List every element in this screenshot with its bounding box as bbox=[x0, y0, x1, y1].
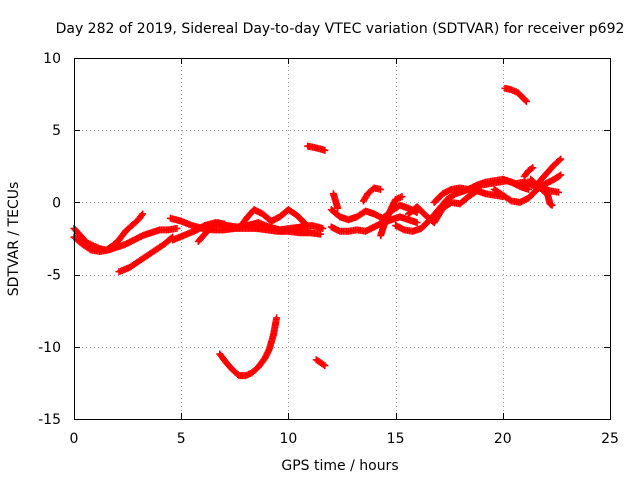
data-point bbox=[173, 224, 181, 232]
data-point bbox=[529, 164, 537, 172]
y-tick-label: 5 bbox=[52, 123, 61, 139]
data-point bbox=[138, 211, 146, 219]
data-point bbox=[319, 224, 327, 232]
data-point bbox=[506, 196, 514, 204]
y-tick-label: -15 bbox=[38, 412, 61, 428]
data-markers bbox=[70, 84, 565, 380]
data-point bbox=[555, 188, 563, 196]
data-point bbox=[334, 204, 342, 212]
data-point bbox=[227, 224, 235, 232]
data-series-arc-9 bbox=[304, 142, 329, 154]
data-series-arc-10 bbox=[312, 356, 329, 370]
x-axis-label: GPS time / hours bbox=[281, 458, 398, 474]
data-point bbox=[317, 230, 325, 238]
data-point bbox=[319, 361, 327, 369]
axis-ticks: 0 5 10 15 20 25 -15 -10 -5 0 5 10 bbox=[38, 51, 619, 447]
data-point bbox=[86, 245, 94, 253]
data-point bbox=[521, 96, 529, 104]
data-point bbox=[555, 156, 563, 164]
x-tick-label: 20 bbox=[494, 431, 512, 447]
chart-title: Day 282 of 2019, Sidereal Day-to-day VTE… bbox=[56, 21, 625, 37]
data-series-arc-3 bbox=[115, 233, 177, 276]
data-series-arc-23 bbox=[527, 175, 556, 209]
data-point bbox=[525, 185, 533, 193]
data-point bbox=[413, 219, 421, 227]
data-series-arc-21 bbox=[520, 164, 537, 180]
x-tick-label: 10 bbox=[279, 431, 297, 447]
data-point bbox=[557, 155, 565, 163]
data-series-arc-18 bbox=[430, 175, 533, 206]
data-point bbox=[139, 210, 147, 218]
data-point bbox=[300, 219, 308, 227]
x-tick-label: 25 bbox=[601, 431, 619, 447]
y-tick-label: -10 bbox=[38, 340, 61, 356]
data-series-arc-15 bbox=[377, 193, 406, 240]
x-tick-label: 0 bbox=[70, 431, 79, 447]
data-point bbox=[321, 362, 329, 370]
data-series-arc-6 bbox=[194, 219, 235, 245]
grid bbox=[74, 58, 610, 419]
data-point bbox=[321, 146, 329, 154]
y-tick-label: 10 bbox=[43, 51, 61, 67]
data-point bbox=[225, 224, 233, 232]
data-series-arc-17 bbox=[404, 187, 507, 227]
data-series-arc-20 bbox=[501, 84, 530, 105]
x-tick-label: 15 bbox=[387, 431, 405, 447]
data-point bbox=[527, 165, 535, 173]
data-point bbox=[522, 97, 530, 105]
data-point bbox=[302, 220, 310, 228]
x-tick-label: 5 bbox=[177, 431, 186, 447]
data-point bbox=[548, 201, 556, 209]
data-point bbox=[398, 193, 406, 201]
plot-frame bbox=[74, 58, 611, 420]
data-point bbox=[377, 185, 385, 193]
data-point bbox=[273, 314, 281, 322]
data-point bbox=[555, 172, 563, 180]
data-series-arc-7 bbox=[237, 206, 310, 230]
data-series-arc-8 bbox=[216, 314, 281, 380]
data-point bbox=[557, 171, 565, 179]
data-series-arc-13 bbox=[329, 190, 342, 212]
y-axis-label: SDTVAR / TECUs bbox=[6, 182, 22, 297]
y-tick-label: -5 bbox=[47, 268, 61, 284]
data-series-arc-14 bbox=[359, 184, 385, 205]
y-tick-label: 0 bbox=[52, 195, 61, 211]
